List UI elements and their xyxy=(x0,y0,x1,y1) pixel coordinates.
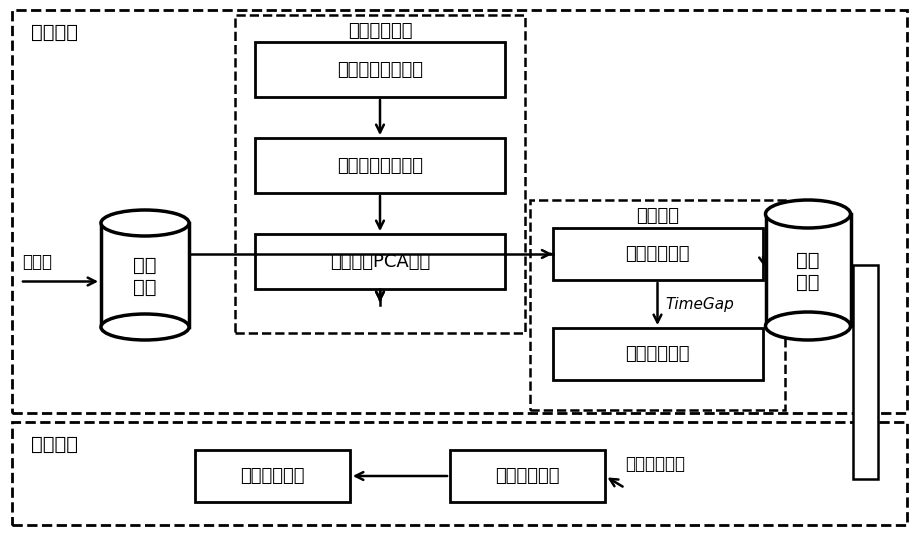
Text: 获取: 获取 xyxy=(134,255,157,274)
Ellipse shape xyxy=(765,200,850,228)
Text: 分类型数据数値化: 分类型数据数値化 xyxy=(337,61,423,78)
Text: 微簇: 微簇 xyxy=(797,251,820,270)
Bar xyxy=(552,228,762,280)
Bar xyxy=(255,42,505,97)
Text: 离线阶段: 离线阶段 xyxy=(30,434,77,454)
Bar xyxy=(255,234,505,289)
Ellipse shape xyxy=(101,210,189,236)
Text: 数据流预处理: 数据流预处理 xyxy=(348,22,412,40)
Text: 在线维护: 在线维护 xyxy=(636,207,679,225)
Text: 在线阶段: 在线阶段 xyxy=(30,22,77,42)
Text: 微簇剪枝算法: 微簇剪枝算法 xyxy=(625,345,690,363)
Text: 信息: 信息 xyxy=(797,272,820,292)
Text: 微簇合并算法: 微簇合并算法 xyxy=(625,245,690,263)
Text: 聚类请求到达: 聚类请求到达 xyxy=(625,455,685,473)
Bar xyxy=(450,450,605,502)
Bar xyxy=(101,223,189,327)
Bar xyxy=(235,15,525,333)
Text: 数値型数据归一化: 数値型数据归一化 xyxy=(337,157,423,174)
Bar xyxy=(255,138,505,193)
Text: 数据流: 数据流 xyxy=(22,253,52,271)
Ellipse shape xyxy=(101,314,189,340)
Text: 最终聚类结果: 最终聚类结果 xyxy=(241,467,305,485)
Bar xyxy=(530,200,785,410)
Text: 高维数据PCA降维: 高维数据PCA降维 xyxy=(330,253,431,271)
Bar xyxy=(853,265,878,479)
Text: 密度峰値聚类: 密度峰値聚类 xyxy=(495,467,560,485)
Bar xyxy=(552,328,762,380)
Text: TimeGap: TimeGap xyxy=(666,296,734,311)
Bar xyxy=(765,214,850,326)
Text: 数据: 数据 xyxy=(134,278,157,296)
Ellipse shape xyxy=(765,312,850,340)
Bar xyxy=(12,422,907,525)
Bar xyxy=(195,450,350,502)
Bar xyxy=(12,10,907,413)
